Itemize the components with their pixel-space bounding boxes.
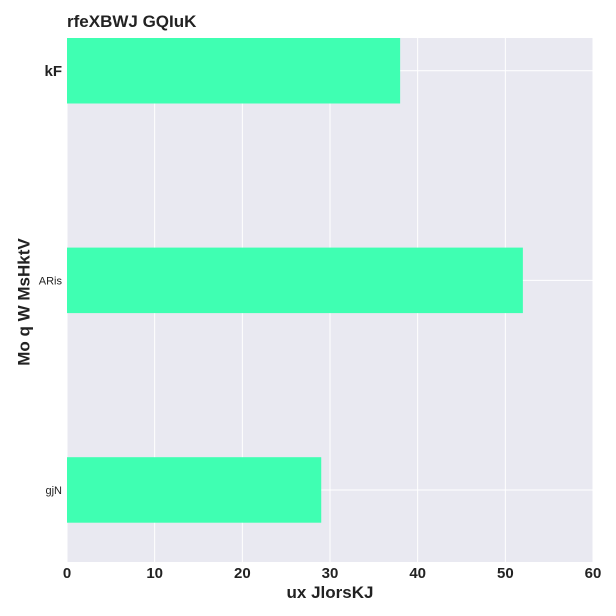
x-tick-label: 60 [585, 565, 602, 582]
x-tick-label: 0 [63, 565, 71, 582]
bar-kf [67, 38, 401, 104]
x-tick-label: 50 [497, 565, 514, 582]
bars [67, 38, 523, 523]
x-tick-label: 10 [146, 565, 163, 582]
bar-gjn [67, 457, 322, 523]
y-axis-label: Mo q W MsHktV [14, 238, 33, 366]
chart-title: rfeXBWJ GQIuK [67, 12, 197, 31]
x-tick-label: 30 [322, 565, 339, 582]
y-tick-label: ARis [39, 275, 63, 287]
x-tick-label: 40 [409, 565, 426, 582]
y-tick-label: gjN [45, 485, 62, 497]
x-axis-ticks: 0 10 20 30 40 50 60 [63, 565, 602, 582]
y-axis-ticks: kF ARis gjN [39, 63, 63, 497]
bar-aris [67, 247, 523, 314]
y-tick-label: kF [44, 63, 62, 80]
x-tick-label: 20 [234, 565, 251, 582]
x-axis-label: ux JlorsKJ [287, 583, 374, 602]
